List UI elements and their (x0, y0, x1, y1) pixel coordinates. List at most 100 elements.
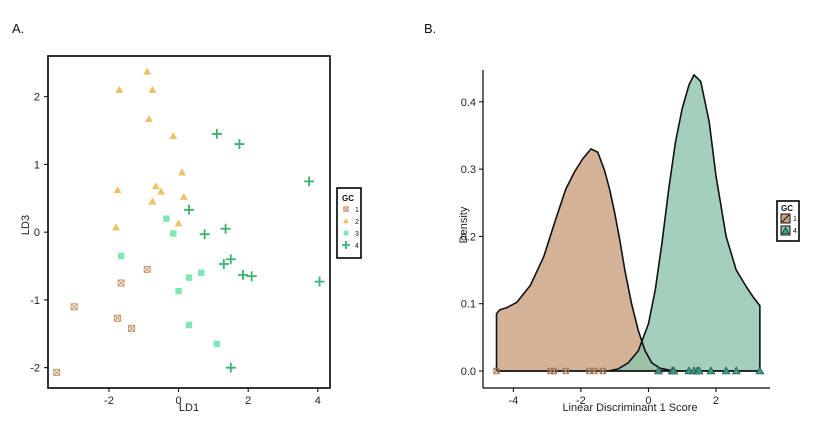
density-x-tick-label: 2 (713, 395, 719, 407)
scatter-legend-key-gc-4 (342, 241, 350, 249)
scatter-y-tick-label: 2 (34, 92, 40, 104)
density-y-tick-label: 0.3 (461, 164, 476, 176)
scatter-point-gc-2 (174, 219, 183, 227)
scatter-point-gc-4 (237, 269, 248, 280)
scatter-point-gc-4 (199, 229, 210, 240)
scatter-point-gc-3 (170, 230, 177, 237)
density-outline-gc-4 (495, 74, 761, 372)
scatter-x-tick-label: 0 (175, 395, 181, 407)
scatter-point-gc-1 (70, 303, 78, 311)
density-x-axis-title: Linear Discriminant 1 Score (562, 402, 697, 414)
scatter-legend: GC 1 2 3 4 (336, 187, 362, 259)
scatter-point-gc-2 (151, 182, 160, 190)
density-legend-key-glyph (781, 226, 790, 234)
scatter-point-gc-4 (184, 204, 194, 215)
scatter-x-tick-label: 4 (315, 395, 321, 407)
density-legend-key-glyph (781, 214, 790, 223)
scatter-point-gc-4 (304, 176, 315, 187)
scatter-axes: -2 0 2 4 -2 -1 0 1 2 (30, 92, 321, 407)
density-fill-gc-4 (496, 74, 760, 371)
scatter-legend-label: 4 (355, 243, 359, 250)
density-y-axis-title: Density (458, 206, 470, 243)
scatter-x-axis-title: LD1 (179, 402, 199, 414)
scatter-y-tick-label: 1 (34, 159, 40, 171)
density-legend-title: GC (781, 204, 793, 213)
scatter-point-gc-3 (213, 340, 221, 348)
scatter-legend-label: 3 (355, 231, 359, 238)
scatter-point-gc-4 (314, 276, 325, 287)
rug-mark-gc-4 (669, 366, 679, 375)
scatter-point-gc-1 (114, 314, 122, 322)
scatter-point-gc-2 (143, 67, 152, 75)
rug-mark-gc-4 (694, 366, 704, 375)
scatter-x-tick-label: 2 (245, 395, 251, 407)
scatter-point-gc-4 (218, 259, 229, 270)
scatter-y-tick-label: 0 (34, 227, 40, 239)
scatter-panel: -2 0 2 4 -2 -1 0 1 2 LD1 LD3 GC 1 2 3 4 (20, 55, 362, 414)
scatter-x-tick-label: -2 (104, 395, 114, 407)
scatter-point-gc-2 (115, 85, 124, 93)
scatter-legend-box (336, 187, 362, 259)
scatter-legend-key-gc-2 (343, 218, 349, 224)
scatter-legend-title: GC (342, 194, 354, 203)
scatter-legend-label: 2 (355, 219, 359, 226)
scatter-point-gc-3 (197, 269, 205, 277)
scatter-points (53, 67, 325, 376)
density-y-tick-label: 0.4 (461, 97, 476, 109)
panel-label-a: A. (12, 21, 24, 36)
density-plot-area (482, 70, 770, 389)
density-legend-label: 4 (793, 228, 797, 235)
density-fill-gc-1 (496, 148, 760, 371)
rug-mark-gc-4 (755, 366, 765, 375)
density-y-tick-label: 0.1 (461, 299, 476, 311)
scatter-legend-key-gc-3 (343, 230, 349, 236)
panel-label-b: B. (424, 21, 436, 36)
scatter-point-gc-2 (148, 197, 157, 205)
scatter-point-gc-1 (117, 279, 125, 287)
scatter-plot-area (47, 55, 331, 389)
rug-mark-gc-1 (550, 367, 558, 375)
scatter-y-axis-title: LD3 (20, 215, 32, 235)
scatter-point-gc-4 (234, 139, 245, 150)
scatter-point-gc-2 (111, 223, 120, 231)
rug-mark-gc-1 (493, 367, 500, 375)
scatter-legend-key-gc-1 (343, 206, 349, 212)
density-panel: -4 -2 0 2 0.0 0.1 0.2 0.3 0.4 Linear Discriminan… (458, 70, 800, 414)
density-legend: GC 1 4 (776, 200, 800, 242)
scatter-point-gc-3 (163, 215, 170, 222)
scatter-point-gc-3 (185, 274, 193, 281)
scatter-point-gc-4 (225, 362, 236, 373)
scatter-point-gc-1 (128, 324, 136, 332)
scatter-point-gc-2 (179, 192, 188, 200)
scatter-point-gc-4 (211, 128, 222, 139)
scatter-point-gc-3 (117, 252, 125, 260)
density-x-tick-label: 0 (645, 395, 651, 407)
scatter-point-gc-1 (53, 368, 61, 376)
scatter-point-gc-4 (220, 223, 231, 234)
scatter-point-gc-3 (185, 321, 193, 329)
density-y-tick-label: 0.0 (461, 366, 476, 378)
rug-mark-gc-4 (706, 366, 716, 375)
scatter-point-gc-2 (169, 131, 178, 139)
rug-mark-gc-1 (562, 367, 569, 375)
scatter-point-gc-2 (113, 186, 122, 194)
density-legend-label: 1 (793, 216, 797, 223)
rug-mark-gc-4 (731, 366, 741, 375)
density-x-tick-label: -2 (576, 395, 586, 407)
scatter-point-gc-2 (157, 187, 166, 195)
rug-mark-gc-1 (591, 367, 598, 375)
scatter-point-gc-4 (225, 254, 236, 265)
scatter-point-gc-4 (246, 271, 257, 282)
rug-mark-gc-1 (599, 367, 607, 375)
scatter-point-gc-3 (175, 287, 182, 295)
density-y-tick-label: 0.2 (461, 231, 476, 243)
rug-mark-gc-4 (721, 366, 731, 375)
rug-mark-gc-4 (654, 366, 664, 375)
scatter-y-tick-label: -1 (30, 295, 40, 307)
density-x-tick-label: -4 (508, 395, 518, 407)
scatter-legend-label: 1 (355, 207, 359, 214)
scatter-point-gc-1 (143, 265, 151, 273)
scatter-point-gc-2 (178, 168, 187, 176)
density-axes: -4 -2 0 2 0.0 0.1 0.2 0.3 0.4 (461, 97, 719, 407)
